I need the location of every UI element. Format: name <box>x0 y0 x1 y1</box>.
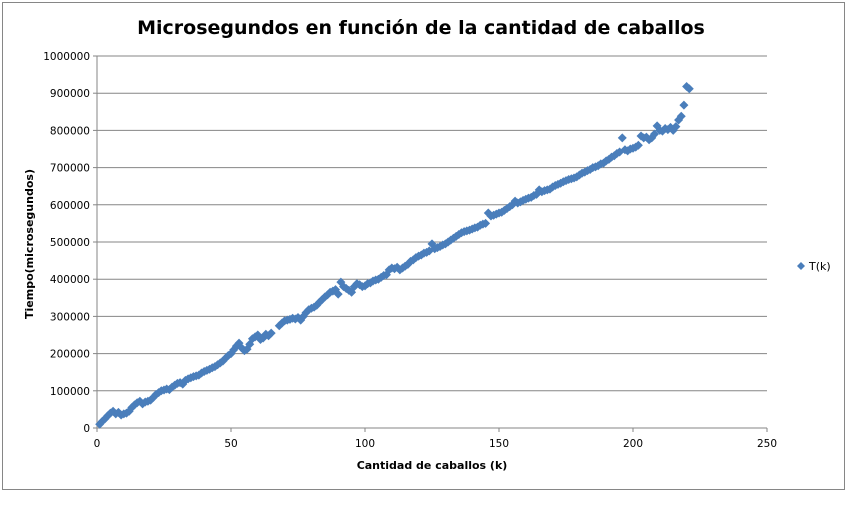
data-point <box>671 122 681 132</box>
y-tick-label: 500000 <box>50 237 90 249</box>
y-tick-label: 600000 <box>50 200 90 212</box>
data-point <box>679 100 689 110</box>
x-axis-title: Cantidad de caballos (k) <box>357 459 508 472</box>
chart-title: Microsegundos en función de la cantidad … <box>137 17 705 39</box>
y-tick-label: 700000 <box>50 163 90 175</box>
y-tick-label: 300000 <box>50 311 90 323</box>
data-point <box>652 121 662 131</box>
y-axis-title: Tiempo(microsegundos) <box>23 169 36 319</box>
data-point <box>333 289 343 299</box>
y-tick-label: 900000 <box>50 88 90 100</box>
y-tick-labels: 0 100000 200000 300000 400000 500000 600000 700… <box>43 51 90 435</box>
data-point <box>649 129 659 139</box>
data-point <box>266 328 276 338</box>
y-tick-label: 1000000 <box>43 51 90 63</box>
y-tick-label: 400000 <box>50 274 90 286</box>
x-tick-label: 50 <box>224 438 237 450</box>
y-tick-label: 800000 <box>50 125 90 137</box>
data-points <box>95 82 694 429</box>
x-tick-label: 250 <box>757 438 777 450</box>
x-tick-label: 100 <box>355 438 375 450</box>
chart-frame <box>2 2 845 490</box>
legend: T(k) <box>797 260 831 273</box>
data-point <box>663 125 673 135</box>
x-tick-label: 150 <box>489 438 509 450</box>
y-tick-label: 0 <box>83 423 90 435</box>
y-tick-label: 100000 <box>50 386 90 398</box>
x-tick-labels: 0 50 100 150 200 250 <box>94 438 777 450</box>
data-point <box>633 140 643 150</box>
x-tick-label: 200 <box>623 438 643 450</box>
data-point <box>668 125 678 135</box>
x-tick-label: 0 <box>94 438 101 450</box>
data-point <box>481 218 491 228</box>
y-tick-label: 200000 <box>50 349 90 361</box>
axes <box>93 55 768 432</box>
data-point <box>676 111 686 121</box>
data-point <box>617 133 627 143</box>
legend-marker <box>797 262 805 270</box>
gridlines <box>97 55 767 392</box>
data-point <box>408 255 418 265</box>
data-point <box>684 84 694 94</box>
legend-label: T(k) <box>808 260 831 273</box>
